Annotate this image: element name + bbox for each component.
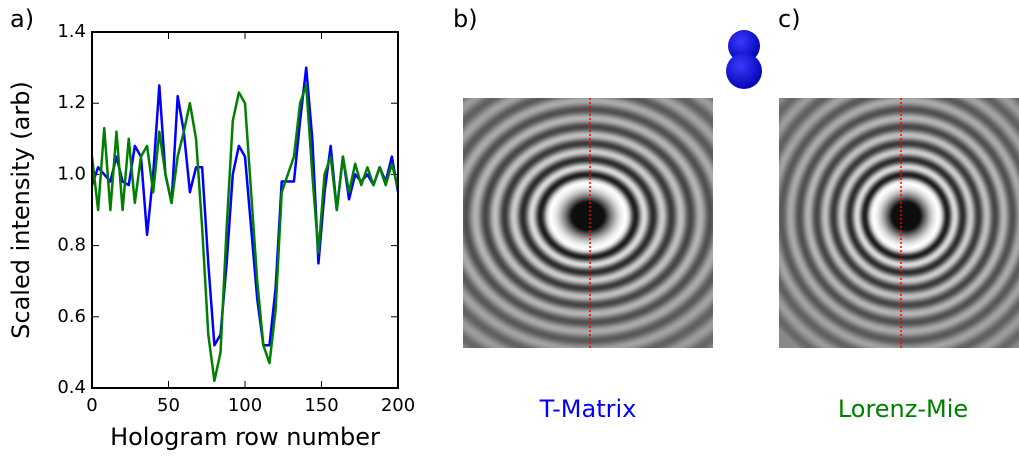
- y-tick-label: 1.0: [57, 163, 86, 184]
- sphere-icon: [726, 53, 762, 89]
- x-tick-label: 100: [228, 395, 262, 416]
- y-axis-label: Scaled intensity (arb): [7, 81, 35, 339]
- hologram-image: [463, 98, 713, 348]
- data-line: [90, 84, 400, 383]
- sphere-icon: [728, 30, 760, 62]
- image-caption: Lorenz-Mie: [838, 395, 968, 423]
- y-tick-label: 1.4: [57, 21, 86, 42]
- hologram-image: [779, 98, 1019, 348]
- plot-frame: [91, 31, 399, 389]
- panel-label: c): [778, 5, 801, 33]
- panel-label: b): [453, 5, 478, 33]
- image-caption: T-Matrix: [539, 395, 637, 423]
- x-tick-label: 150: [304, 395, 338, 416]
- y-tick-label: 0.6: [57, 306, 86, 327]
- x-axis-label: Hologram row number: [110, 423, 380, 451]
- x-tick-label: 200: [381, 395, 415, 416]
- panel-label: a): [10, 5, 34, 33]
- y-tick-label: 1.2: [57, 92, 86, 113]
- y-tick-label: 0.4: [57, 377, 86, 398]
- x-tick-label: 50: [157, 395, 180, 416]
- y-tick-label: 0.8: [57, 235, 86, 256]
- x-tick-label: 0: [86, 395, 97, 416]
